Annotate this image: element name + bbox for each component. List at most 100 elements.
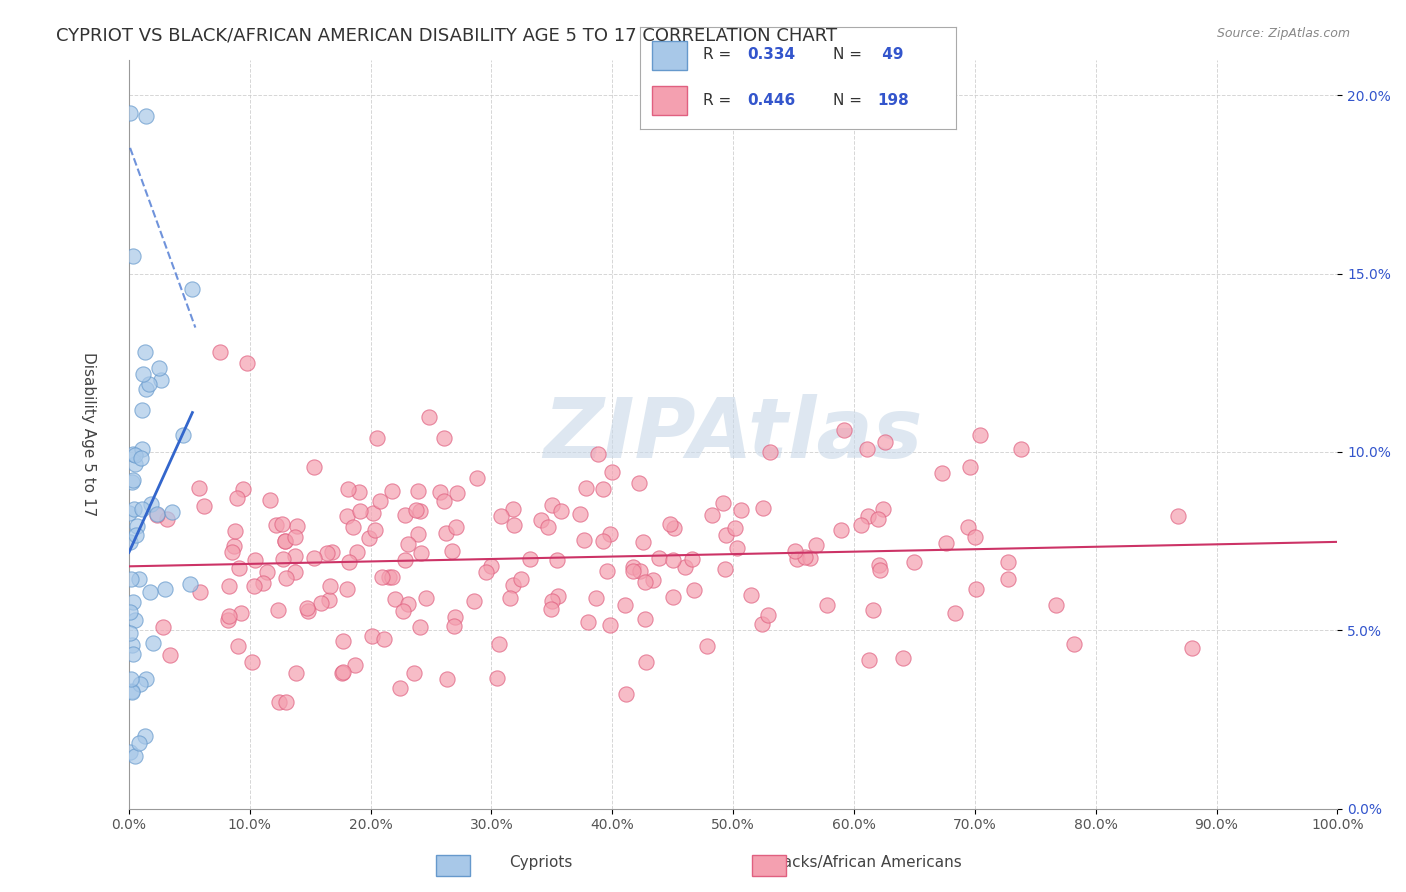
Point [284,565,307,579]
Point [188,481,211,495]
Point [148,361,170,376]
Point [141,497,163,511]
Point [318,593,340,607]
Point [502,502,524,516]
Point [963,530,986,544]
Point [832,423,855,437]
Text: Blacks/African Americans: Blacks/African Americans [768,855,962,870]
Point [786,552,808,566]
Point [361,507,384,521]
Point [394,553,416,567]
Point [634,575,657,590]
Point [349,504,371,518]
Point [866,512,889,526]
Point [405,503,427,517]
Point [297,601,319,615]
Point [1167,508,1189,523]
Point [155,582,177,597]
Point [969,427,991,442]
Point [585,591,607,606]
Point [485,671,508,685]
Point [631,534,654,549]
Text: 0.334: 0.334 [748,47,796,62]
Point [226,491,249,505]
Point [228,561,250,575]
Point [152,620,174,634]
Point [443,618,465,632]
Point [118,745,141,759]
Point [121,684,143,698]
Point [259,493,281,508]
Point [381,570,404,584]
Point [758,445,780,459]
Point [751,617,773,632]
Point [793,549,815,564]
Point [661,552,683,566]
Point [243,579,266,593]
Point [316,547,339,561]
Point [217,613,239,627]
Point [725,541,748,555]
Point [396,537,419,551]
Point [415,591,437,605]
Point [443,609,465,624]
Point [235,356,257,370]
Point [145,507,167,521]
Bar [652,87,688,115]
Point [224,524,246,538]
Point [634,655,657,669]
Point [433,494,456,508]
Point [436,672,458,686]
Text: ZIPAtlas: ZIPAtlas [544,393,922,475]
Point [613,599,636,613]
Point [256,566,278,580]
Point [599,618,621,632]
Point [891,651,914,665]
Point [193,499,215,513]
Point [550,504,572,518]
Point [418,409,440,424]
Point [628,564,651,578]
Bar [652,41,688,70]
Point [1181,641,1204,656]
Point [872,502,894,516]
Point [132,367,155,381]
Point [830,524,852,538]
Point [360,629,382,643]
Point [965,582,987,596]
Point [537,520,560,534]
Point [530,513,553,527]
Point [128,572,150,586]
Point [121,475,143,489]
Point [540,602,562,616]
Point [284,549,307,563]
Point [444,520,467,534]
Point [723,521,745,535]
Point [146,508,169,522]
Point [409,546,432,560]
Point [568,508,591,522]
Point [208,345,231,359]
Point [336,582,359,597]
Point [319,579,342,593]
Point [172,428,194,442]
Point [131,403,153,417]
Point [297,604,319,618]
Point [266,518,288,533]
Point [409,619,432,633]
Point [394,508,416,523]
Point [783,543,806,558]
Point [124,613,146,627]
Point [957,519,980,533]
Point [714,527,737,541]
Point [364,523,387,537]
Point [540,594,562,608]
Point [475,565,498,579]
Point [336,483,359,497]
Point [131,501,153,516]
Point [752,500,775,515]
Point [121,638,143,652]
Point [218,609,240,624]
Point [1045,598,1067,612]
Point [359,531,381,545]
